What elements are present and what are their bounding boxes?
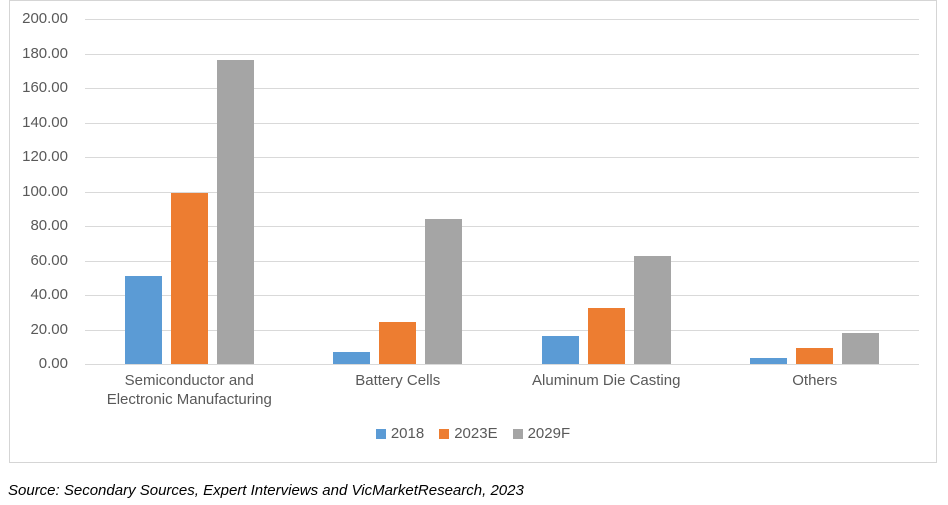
gridline — [85, 364, 919, 365]
y-axis-tick-labels: 200.00 180.00 160.00 140.00 120.00 100.00 80.0… — [10, 10, 68, 372]
y-tick-label: 120.00 — [22, 148, 68, 165]
gridline — [85, 295, 919, 296]
legend-swatch-icon — [512, 428, 523, 439]
category-label: Others — [792, 372, 838, 389]
plot-area — [85, 19, 919, 365]
gridline — [85, 88, 919, 89]
bar-group — [711, 19, 920, 364]
gridline — [85, 157, 919, 158]
legend-swatch-icon — [439, 428, 450, 439]
bar-2018 — [124, 276, 162, 364]
y-tick-label: 100.00 — [22, 182, 68, 200]
gridline — [85, 260, 919, 262]
y-tick-label: 140.00 — [22, 113, 68, 131]
gridline — [85, 191, 919, 193]
y-tick-label: 60.00 — [30, 251, 68, 269]
y-tick-label: 200.00 — [22, 10, 68, 27]
bar-group — [85, 19, 294, 364]
bar-2029f — [633, 255, 671, 364]
y-tick-label: 0.00 — [38, 355, 68, 372]
gridline — [85, 226, 919, 227]
bar-chart-frame: 200.00 180.00 160.00 140.00 120.00 100.00 80.0… — [9, 0, 937, 463]
bar-2029f — [842, 333, 880, 364]
bar-2029f — [425, 218, 463, 364]
bar-groups — [85, 19, 919, 364]
chart-legend: 2018 2023E 2029F — [10, 425, 936, 442]
y-tick-label: 40.00 — [30, 286, 68, 303]
bar-2023e — [170, 192, 208, 364]
y-tick-label: 80.00 — [30, 217, 68, 234]
category-label: Semiconductor and Electronic Manufacturi… — [106, 372, 272, 409]
bar-2023e — [587, 307, 625, 364]
bar-group — [502, 19, 711, 364]
y-tick-label: 180.00 — [22, 44, 68, 62]
bar-2018 — [750, 357, 788, 364]
bar-group — [294, 19, 503, 364]
bar-2018 — [333, 352, 371, 364]
y-tick-label: 160.00 — [22, 79, 68, 96]
legend-item-2029f: 2029F — [512, 425, 571, 442]
source-note: Source: Secondary Sources, Expert Interv… — [8, 482, 524, 499]
bar-2023e — [796, 348, 834, 364]
gridline — [85, 329, 919, 331]
bar-2018 — [541, 335, 579, 364]
legend-label: 2023E — [454, 425, 498, 442]
x-axis-category-labels: Semiconductor and Electronic Manufacturi… — [85, 371, 919, 409]
gridline — [85, 19, 919, 20]
y-tick-label: 20.00 — [30, 320, 68, 338]
legend-item-2018: 2018 — [375, 425, 425, 442]
legend-label: 2018 — [390, 425, 425, 442]
bar-2023e — [379, 321, 417, 364]
gridline — [85, 122, 919, 124]
legend-item-2023e: 2023E — [439, 425, 498, 442]
legend-swatch-icon — [375, 428, 386, 439]
gridline — [85, 53, 919, 55]
category-label: Battery Cells — [355, 372, 441, 389]
category-label: Aluminum Die Casting — [532, 372, 681, 389]
legend-label: 2029F — [527, 425, 571, 442]
bar-2029f — [216, 59, 254, 364]
